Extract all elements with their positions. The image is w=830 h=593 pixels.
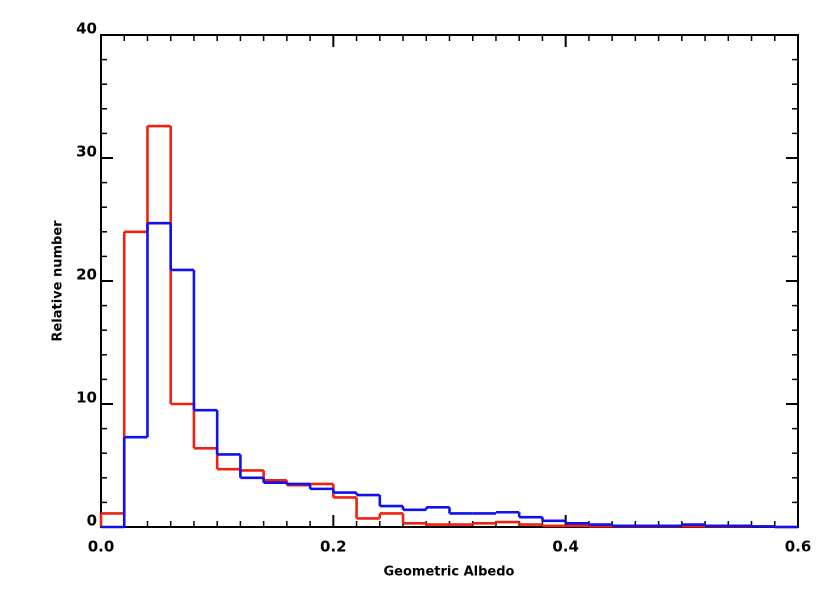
y-axis-title: Relative number xyxy=(51,220,66,342)
y-tick-label: 10 xyxy=(76,389,97,407)
y-tick-label: 0 xyxy=(87,512,97,530)
x-axis-title: Geometric Albedo xyxy=(384,565,515,580)
y-tick-label: 20 xyxy=(76,266,97,284)
x-tick-label: 0.6 xyxy=(785,538,812,556)
x-tick-label: 0.0 xyxy=(88,538,115,556)
x-tick-label: 0.4 xyxy=(552,538,579,556)
y-tick-label: 30 xyxy=(76,143,97,161)
plot-frame xyxy=(100,34,799,528)
y-tick-label: 40 xyxy=(76,20,97,38)
x-tick-label: 0.2 xyxy=(320,538,347,556)
